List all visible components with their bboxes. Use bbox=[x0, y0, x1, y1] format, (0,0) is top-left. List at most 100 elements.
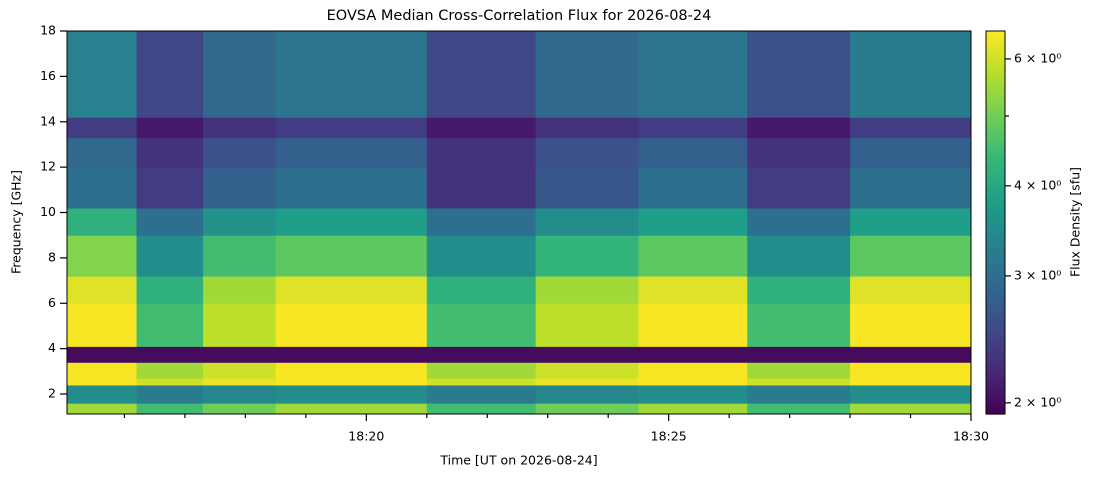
heatmap-cell bbox=[638, 31, 748, 118]
heatmap-cell bbox=[67, 384, 138, 404]
heatmap-cell bbox=[535, 31, 639, 118]
colorbar-segment bbox=[986, 407, 1005, 412]
colorbar-segment bbox=[986, 200, 1005, 204]
colorbar-segment bbox=[986, 193, 1005, 198]
heatmap-cell bbox=[535, 303, 639, 347]
colorbar-segment bbox=[986, 190, 1005, 195]
colorbar-segment bbox=[986, 263, 1005, 268]
heatmap-cell bbox=[426, 117, 537, 139]
colorbar-segment bbox=[986, 34, 1005, 38]
colorbar-segment bbox=[986, 235, 1005, 240]
colorbar-segment bbox=[986, 299, 1005, 303]
colorbar-segment bbox=[986, 98, 1005, 102]
heatmap-cell bbox=[67, 403, 138, 415]
heatmap-cell bbox=[747, 403, 851, 415]
heatmap-cell bbox=[67, 362, 138, 379]
colorbar-segment bbox=[986, 331, 1005, 335]
heatmap-cell bbox=[136, 137, 204, 168]
colorbar-segment bbox=[986, 410, 1005, 415]
colorbar-segment bbox=[986, 238, 1005, 243]
heatmap-cell bbox=[747, 346, 851, 363]
x-tick-label: 18:20 bbox=[348, 429, 384, 444]
heatmap-cell bbox=[426, 378, 537, 386]
heatmap-cell bbox=[426, 384, 537, 404]
heatmap-cell bbox=[426, 31, 537, 118]
heatmap-cell bbox=[747, 235, 851, 277]
heatmap-cell bbox=[203, 137, 277, 168]
heatmap-cell bbox=[850, 117, 972, 139]
y-tick-label: 4 bbox=[48, 340, 56, 355]
chart-title: EOVSA Median Cross-Correlation Flux for … bbox=[327, 8, 712, 24]
colorbar-segment bbox=[986, 152, 1005, 157]
colorbar-segment bbox=[986, 356, 1005, 361]
y-axis-label: Frequency [GHz] bbox=[9, 170, 24, 274]
heatmap-cell bbox=[850, 303, 972, 347]
colorbar-segment bbox=[986, 334, 1005, 338]
colorbar-segment bbox=[986, 311, 1005, 316]
heatmap-cell bbox=[67, 303, 138, 347]
x-axis-label: Time [UT on 2026-08-24] bbox=[439, 453, 597, 468]
colorbar-segment bbox=[986, 53, 1005, 58]
colorbar-segment bbox=[986, 139, 1005, 144]
colorbar-segment bbox=[986, 308, 1005, 313]
heatmap-cell bbox=[535, 403, 639, 415]
x-tick-label: 18:25 bbox=[651, 429, 687, 444]
colorbar-segment bbox=[986, 394, 1005, 399]
colorbar-segment bbox=[986, 196, 1005, 201]
colorbar-segment bbox=[986, 50, 1005, 54]
heatmap-cell bbox=[67, 207, 138, 236]
colorbar-segment bbox=[986, 366, 1005, 370]
colorbar-segment bbox=[986, 133, 1005, 137]
colorbar-tick-label: 6 × 10⁰ bbox=[1014, 50, 1061, 65]
colorbar-segment bbox=[986, 120, 1005, 125]
y-tick-label: 6 bbox=[48, 295, 56, 310]
colorbar-segment bbox=[986, 260, 1005, 265]
colorbar-segment bbox=[986, 94, 1005, 99]
colorbar-segment bbox=[986, 232, 1005, 236]
colorbar-segment bbox=[986, 155, 1005, 160]
heatmap-cell bbox=[426, 403, 537, 415]
heatmap-cell bbox=[136, 378, 204, 386]
heatmap-cell bbox=[535, 167, 639, 209]
heatmap-cell bbox=[275, 346, 428, 363]
heatmap-cell bbox=[275, 378, 428, 386]
colorbar-segment bbox=[986, 267, 1005, 271]
colorbar-segment bbox=[986, 174, 1005, 179]
heatmap-cell bbox=[850, 346, 972, 363]
colorbar-segment bbox=[986, 350, 1005, 354]
heatmap-cell bbox=[203, 167, 277, 209]
colorbar-segment bbox=[986, 161, 1005, 166]
x-tick-label: 18:30 bbox=[953, 429, 989, 444]
heatmap-cell bbox=[136, 235, 204, 277]
colorbar-segment bbox=[986, 110, 1005, 115]
heatmap-cell bbox=[638, 276, 748, 304]
heatmap-cell bbox=[535, 276, 639, 304]
colorbar-segment bbox=[986, 69, 1005, 74]
heatmap-cell bbox=[638, 303, 748, 347]
colorbar-segment bbox=[986, 82, 1005, 86]
heatmap-cell bbox=[747, 31, 851, 118]
heatmap-cell bbox=[638, 235, 748, 277]
plot-frame bbox=[66, 30, 972, 415]
heatmap-cell bbox=[275, 362, 428, 379]
heatmap-cell bbox=[535, 117, 639, 139]
colorbar-segment bbox=[986, 295, 1005, 300]
colorbar-segment bbox=[986, 244, 1005, 249]
colorbar-segment bbox=[986, 88, 1005, 93]
colorbar-segment bbox=[986, 248, 1005, 252]
heatmap-cell bbox=[535, 207, 639, 236]
colorbar-segment bbox=[986, 168, 1005, 173]
heatmap-cell bbox=[850, 378, 972, 386]
colorbar-segment bbox=[986, 184, 1005, 188]
heatmap-cell bbox=[136, 117, 204, 139]
heatmap-cell bbox=[136, 207, 204, 236]
heatmap-cell bbox=[203, 346, 277, 363]
heatmap-cell bbox=[275, 167, 428, 209]
colorbar-segment bbox=[986, 398, 1005, 402]
colorbar-segment bbox=[986, 212, 1005, 217]
heatmap-cell bbox=[203, 31, 277, 118]
colorbar-segment bbox=[986, 369, 1005, 374]
colorbar-segment bbox=[986, 251, 1005, 256]
colorbar-segment bbox=[986, 209, 1005, 214]
colorbar-segment bbox=[986, 382, 1005, 386]
